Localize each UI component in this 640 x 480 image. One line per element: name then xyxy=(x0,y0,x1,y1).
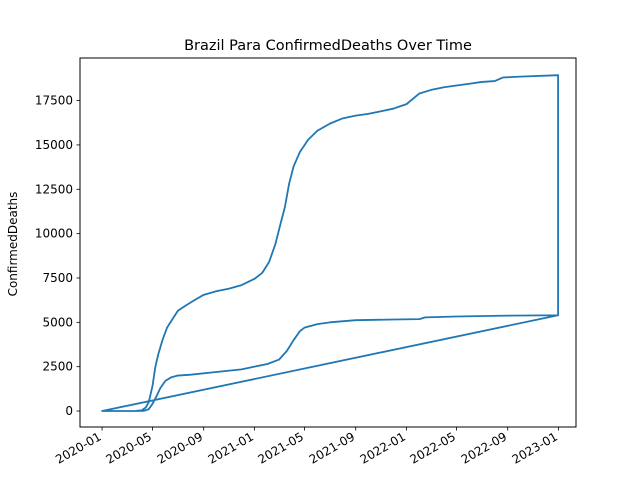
y-tick-label: 10000 xyxy=(35,227,73,241)
y-tick-label: 5000 xyxy=(42,315,73,329)
plot-frame xyxy=(79,57,577,428)
y-tick-label: 15000 xyxy=(35,138,73,152)
y-tick-label: 2500 xyxy=(42,360,73,374)
y-tick-label: 0 xyxy=(65,404,73,418)
y-tick-label: 12500 xyxy=(35,182,73,196)
y-axis-label: ConfirmedDeaths xyxy=(6,192,20,297)
y-tick-label: 17500 xyxy=(35,94,73,108)
y-tick-label: 7500 xyxy=(42,271,73,285)
series-line xyxy=(101,74,559,412)
chart-title: Brazil Para ConfirmedDeaths Over Time xyxy=(184,38,472,54)
